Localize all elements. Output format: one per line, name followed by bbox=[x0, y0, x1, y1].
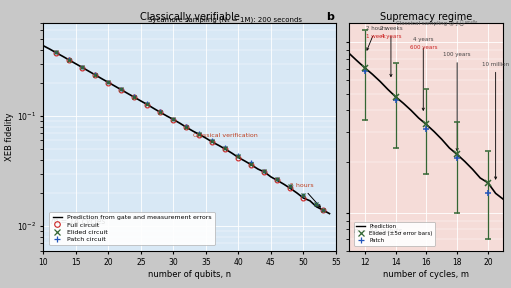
Text: m = 14 cycles: m = 14 cycles bbox=[51, 217, 106, 226]
X-axis label: number of qubits, n: number of qubits, n bbox=[148, 270, 231, 279]
Text: 2 weeks: 2 weeks bbox=[380, 26, 402, 77]
Title: Classically verifiable: Classically verifiable bbox=[140, 12, 240, 22]
Title: Supremacy regime: Supremacy regime bbox=[380, 12, 473, 22]
Text: 4 years: 4 years bbox=[413, 37, 433, 110]
Text: 100 years: 100 years bbox=[444, 52, 471, 151]
Text: 5 hours: 5 hours bbox=[290, 183, 320, 207]
Text: Classical sampling @ ƒₛᵜᵣᵃᵐᵒᴿᵉ: Classical sampling @ ƒₛᵜᵣᵃᵐᵒᴿᵉ bbox=[396, 20, 477, 26]
X-axis label: number of cycles, m: number of cycles, m bbox=[383, 270, 469, 279]
Text: b: b bbox=[326, 12, 334, 22]
Legend: Prediction, Elided (±5σ error bars), Patch: Prediction, Elided (±5σ error bars), Pat… bbox=[354, 222, 435, 245]
Text: 10 million: 10 million bbox=[482, 62, 509, 179]
Y-axis label: XEB fidelity: XEB fidelity bbox=[5, 113, 14, 161]
Text: n = 53 qubits: n = 53 qubits bbox=[354, 228, 402, 234]
Text: Classical verification: Classical verification bbox=[193, 133, 258, 138]
Text: 1 week: 1 week bbox=[365, 34, 385, 39]
Text: 4 years: 4 years bbox=[381, 34, 401, 39]
Text: Sycamore sampling (Nₛ = 1M): 200 seconds: Sycamore sampling (Nₛ = 1M): 200 seconds bbox=[148, 17, 302, 23]
Text: 600 years: 600 years bbox=[409, 45, 437, 50]
Text: 2 hours: 2 hours bbox=[365, 26, 386, 50]
Legend: Prediction from gate and measurement errors, Full circuit, Elided circuit, Patch: Prediction from gate and measurement err… bbox=[50, 212, 215, 245]
